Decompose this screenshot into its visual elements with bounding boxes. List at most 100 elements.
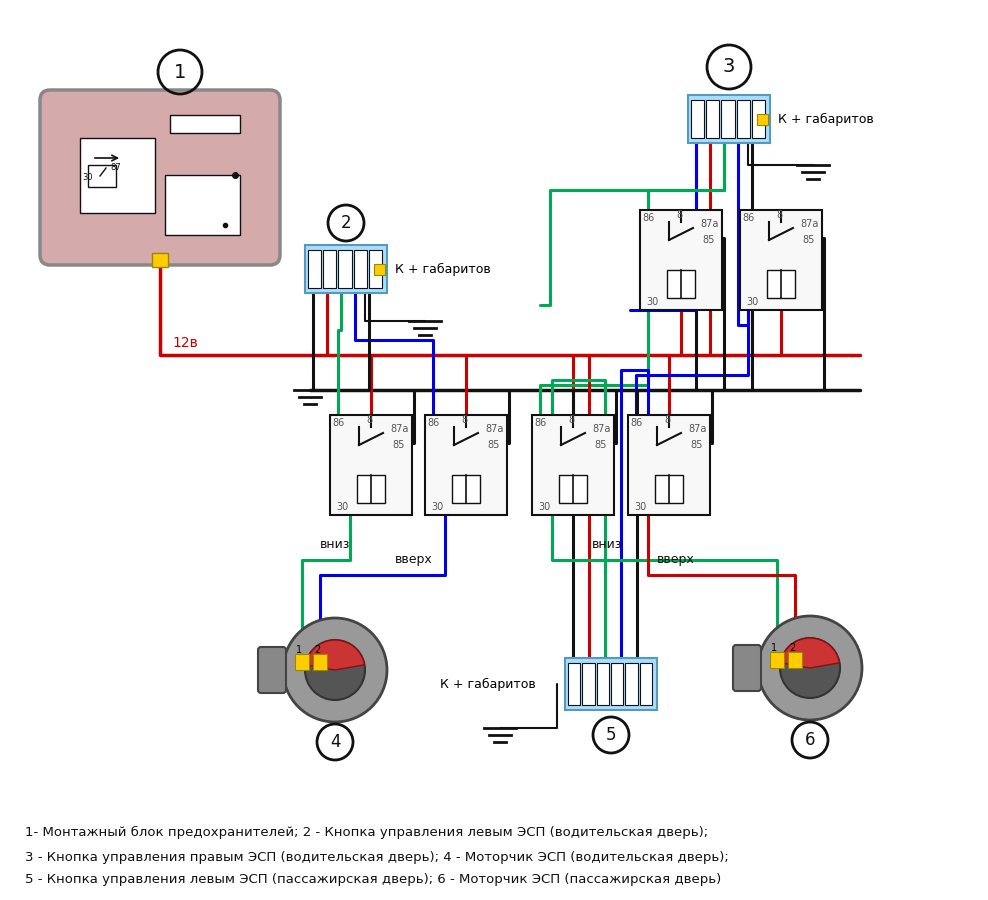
Text: 30: 30 bbox=[538, 502, 550, 512]
Text: 3 - Кнопка управления правым ЭСП (водительская дверь); 4 - Моторчик ЭСП (водител: 3 - Кнопка управления правым ЭСП (водите… bbox=[25, 850, 729, 863]
Bar bbox=[374, 264, 385, 275]
Bar bbox=[655, 475, 683, 503]
Bar bbox=[88, 165, 116, 187]
Text: 5 - Кнопка управления левым ЭСП (пассажирская дверь); 6 - Моторчик ЭСП (пассажир: 5 - Кнопка управления левым ЭСП (пассажи… bbox=[25, 872, 721, 886]
Bar bbox=[667, 270, 695, 298]
Text: 8: 8 bbox=[366, 415, 372, 425]
Bar bbox=[305, 245, 387, 293]
Text: 87a: 87a bbox=[800, 219, 818, 229]
Text: 87a: 87a bbox=[592, 424, 611, 434]
Text: 85: 85 bbox=[690, 440, 702, 450]
Bar bbox=[559, 475, 587, 503]
Text: 30: 30 bbox=[82, 174, 93, 183]
Bar bbox=[757, 114, 768, 125]
Text: К + габаритов: К + габаритов bbox=[440, 678, 535, 690]
Text: 87a: 87a bbox=[390, 424, 408, 434]
Bar bbox=[354, 250, 367, 288]
Text: 86: 86 bbox=[427, 418, 440, 428]
Bar bbox=[357, 475, 385, 503]
Text: 3: 3 bbox=[723, 58, 735, 76]
Text: вниз: вниз bbox=[320, 538, 351, 552]
Text: 87a: 87a bbox=[688, 424, 706, 434]
Bar bbox=[770, 652, 784, 668]
Bar bbox=[721, 100, 735, 138]
Wedge shape bbox=[305, 640, 365, 670]
Bar bbox=[532, 415, 614, 515]
Text: вверх: вверх bbox=[657, 554, 695, 566]
Circle shape bbox=[780, 638, 840, 698]
Text: 85: 85 bbox=[594, 440, 607, 450]
Text: 2: 2 bbox=[789, 643, 795, 653]
Text: 8: 8 bbox=[568, 415, 574, 425]
Text: 86: 86 bbox=[332, 418, 344, 428]
Text: 30: 30 bbox=[646, 297, 658, 307]
Bar bbox=[767, 270, 795, 298]
Bar bbox=[425, 415, 507, 515]
Text: 2: 2 bbox=[314, 645, 320, 655]
Text: 8: 8 bbox=[676, 210, 682, 220]
Text: 86: 86 bbox=[742, 213, 754, 223]
Bar bbox=[740, 210, 822, 310]
Text: 86: 86 bbox=[534, 418, 546, 428]
Text: 86: 86 bbox=[642, 213, 654, 223]
Bar bbox=[295, 654, 309, 670]
Text: 1: 1 bbox=[771, 643, 778, 653]
Bar bbox=[639, 663, 652, 705]
Text: 85: 85 bbox=[392, 440, 404, 450]
Text: 87: 87 bbox=[110, 164, 121, 173]
FancyBboxPatch shape bbox=[733, 645, 761, 691]
Bar bbox=[452, 475, 480, 503]
Bar bbox=[313, 654, 327, 670]
Bar bbox=[565, 658, 657, 710]
Bar bbox=[625, 663, 637, 705]
Text: 85: 85 bbox=[487, 440, 499, 450]
Text: 4: 4 bbox=[330, 733, 340, 751]
Text: 6: 6 bbox=[805, 731, 815, 749]
Bar bbox=[568, 663, 580, 705]
Bar bbox=[369, 250, 382, 288]
Text: 1: 1 bbox=[296, 645, 302, 655]
Bar bbox=[339, 250, 352, 288]
Bar bbox=[582, 663, 595, 705]
FancyBboxPatch shape bbox=[40, 90, 280, 265]
Bar bbox=[737, 100, 750, 138]
Text: 85: 85 bbox=[702, 235, 714, 245]
Bar bbox=[611, 663, 623, 705]
Text: 12в: 12в bbox=[172, 336, 198, 350]
Wedge shape bbox=[781, 638, 840, 668]
Text: 5: 5 bbox=[606, 726, 617, 744]
FancyBboxPatch shape bbox=[258, 647, 286, 693]
Text: вниз: вниз bbox=[592, 538, 622, 552]
Text: 30: 30 bbox=[431, 502, 444, 512]
Bar bbox=[80, 138, 155, 213]
Bar bbox=[691, 100, 704, 138]
Text: 2: 2 bbox=[341, 214, 352, 232]
Bar bbox=[640, 210, 722, 310]
Text: 87a: 87a bbox=[700, 219, 718, 229]
Bar bbox=[688, 95, 770, 143]
Text: 1: 1 bbox=[174, 62, 186, 82]
Bar bbox=[165, 175, 240, 235]
Bar bbox=[752, 100, 765, 138]
Text: вверх: вверх bbox=[395, 554, 433, 566]
Bar bbox=[597, 663, 609, 705]
Text: К + габаритов: К + габаритов bbox=[395, 263, 491, 275]
Text: 8: 8 bbox=[664, 415, 670, 425]
Text: 87a: 87a bbox=[485, 424, 503, 434]
Circle shape bbox=[305, 640, 365, 700]
Text: 30: 30 bbox=[634, 502, 646, 512]
Bar bbox=[170, 115, 240, 133]
Bar bbox=[788, 652, 802, 668]
Bar bbox=[308, 250, 321, 288]
Text: 1- Монтажный блок предохранителей; 2 - Кнопка управления левым ЭСП (водительская: 1- Монтажный блок предохранителей; 2 - К… bbox=[25, 825, 708, 839]
Text: 30: 30 bbox=[336, 502, 348, 512]
Bar bbox=[628, 415, 710, 515]
Bar bbox=[323, 250, 336, 288]
Text: 85: 85 bbox=[802, 235, 814, 245]
Text: 30: 30 bbox=[746, 297, 758, 307]
Text: 8: 8 bbox=[776, 210, 782, 220]
Bar bbox=[706, 100, 719, 138]
Text: К + габаритов: К + габаритов bbox=[778, 112, 873, 125]
Bar bbox=[330, 415, 412, 515]
Circle shape bbox=[283, 618, 387, 722]
